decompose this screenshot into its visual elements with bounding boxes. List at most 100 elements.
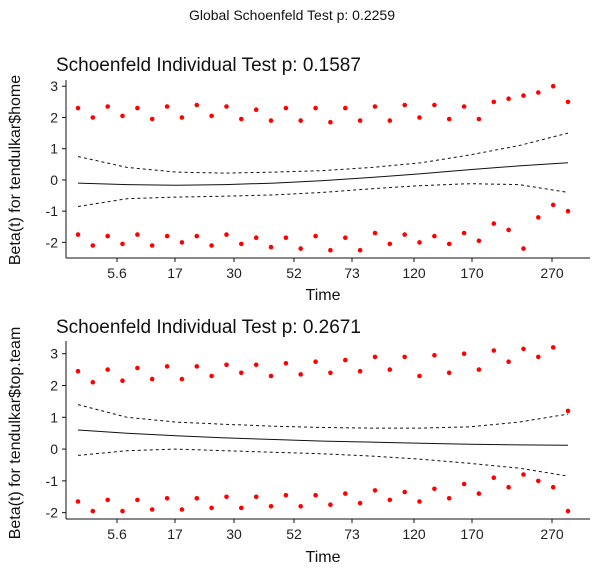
residual-point	[432, 102, 437, 108]
residual-point	[461, 230, 467, 236]
residual-point	[209, 373, 214, 379]
residual-point	[313, 233, 318, 239]
residual-point	[387, 497, 393, 503]
residual-point	[239, 241, 244, 247]
residual-point	[164, 233, 170, 239]
residual-point	[372, 488, 378, 493]
residual-point	[224, 232, 229, 237]
residual-point	[298, 118, 304, 123]
residual-point	[313, 492, 318, 498]
ci-upper-line	[77, 132, 569, 174]
y-tick-label: 2	[50, 109, 58, 125]
residual-point	[565, 408, 571, 414]
residual-point	[432, 353, 437, 358]
residual-point	[298, 246, 304, 251]
residual-point	[417, 115, 422, 120]
residual-point	[357, 118, 363, 123]
residual-point	[476, 238, 482, 244]
residual-point	[446, 496, 452, 501]
smooth-curves	[77, 132, 569, 207]
residual-point	[253, 362, 259, 368]
ci-upper-line	[77, 404, 569, 429]
residual-point	[224, 104, 229, 109]
residual-point	[135, 105, 140, 111]
residual-point	[239, 370, 244, 376]
x-axis: 5.6 17 30 52 73 120 170 270	[66, 257, 590, 281]
residual-point	[343, 235, 348, 240]
residual-point	[268, 373, 274, 379]
residual-point	[521, 472, 526, 477]
residual-point	[298, 504, 304, 509]
residual-point	[536, 478, 541, 484]
y-tick-label: 2	[50, 378, 58, 394]
global-title: Global Schoenfeld Test p: 0.2259	[189, 7, 395, 23]
residual-point	[135, 365, 140, 371]
residual-point	[328, 119, 333, 125]
x-tick-label: 17	[167, 265, 183, 281]
x-tick-label: 170	[460, 265, 484, 281]
residual-point	[164, 364, 170, 369]
residual-point	[120, 113, 125, 119]
residual-point	[253, 107, 259, 112]
residual-point	[328, 370, 333, 376]
residual-point	[268, 244, 274, 250]
residual-point	[224, 362, 229, 368]
y-tick-label: -1	[46, 203, 59, 219]
residual-point	[550, 484, 556, 490]
residual-point	[164, 496, 170, 501]
panel-title: Schoenfeld Individual Test p: 0.1587	[56, 55, 361, 76]
x-tick-label: 52	[286, 265, 302, 281]
residual-point	[283, 105, 289, 111]
residual-point	[357, 500, 363, 506]
residual-point	[402, 232, 408, 237]
residual-point	[283, 235, 289, 240]
residual-point	[90, 380, 96, 385]
residual-point	[75, 105, 81, 111]
residual-point	[313, 105, 318, 111]
residual-point	[253, 235, 259, 240]
residual-point	[506, 484, 511, 490]
x-tick-label: 270	[540, 265, 564, 281]
residual-point	[550, 202, 556, 208]
residual-point	[105, 497, 110, 503]
residual-point	[90, 508, 96, 514]
x-axis: 5.6 17 30 52 73 120 170 270	[66, 518, 590, 542]
residual-point	[105, 233, 110, 239]
x-tick-label: 270	[540, 526, 564, 542]
residual-point	[476, 491, 482, 496]
residual-point	[536, 90, 541, 95]
smooth-curves	[77, 404, 569, 477]
residual-point	[90, 243, 96, 248]
residual-point	[476, 367, 482, 372]
residual-point	[550, 345, 556, 350]
residual-point	[194, 364, 200, 369]
residual-point	[461, 104, 467, 109]
y-axis-label: Beta(t) for tendulkar$home	[7, 75, 24, 265]
residual-point	[343, 491, 348, 496]
residual-point	[565, 508, 571, 514]
residual-point	[120, 378, 125, 384]
x-axis-label: Time	[306, 287, 341, 304]
residual-point	[387, 241, 393, 247]
y-axis: -2 -1 0 1 2 3	[46, 341, 67, 521]
residual-point	[253, 494, 259, 500]
residual-point	[149, 376, 155, 382]
residual-point	[536, 354, 541, 360]
x-tick-label: 30	[226, 526, 242, 542]
fit-line	[77, 162, 569, 186]
panel-home: Schoenfeld Individual Test p: 0.1587 -2-…	[7, 55, 590, 304]
residual-point	[491, 99, 497, 105]
y-axis-label: Beta(t) for tendulkar$top.team	[7, 327, 24, 540]
residual-point	[357, 247, 363, 253]
residual-point	[268, 504, 274, 509]
residual-point	[446, 116, 452, 122]
ci-lower-line	[77, 183, 569, 207]
residual-point	[343, 105, 348, 111]
residual-point	[432, 486, 437, 492]
residual-point	[75, 499, 81, 504]
residual-point	[476, 116, 482, 122]
y-tick-label: 3	[50, 78, 58, 94]
x-tick-label: 30	[226, 265, 242, 281]
residual-points	[75, 83, 571, 253]
